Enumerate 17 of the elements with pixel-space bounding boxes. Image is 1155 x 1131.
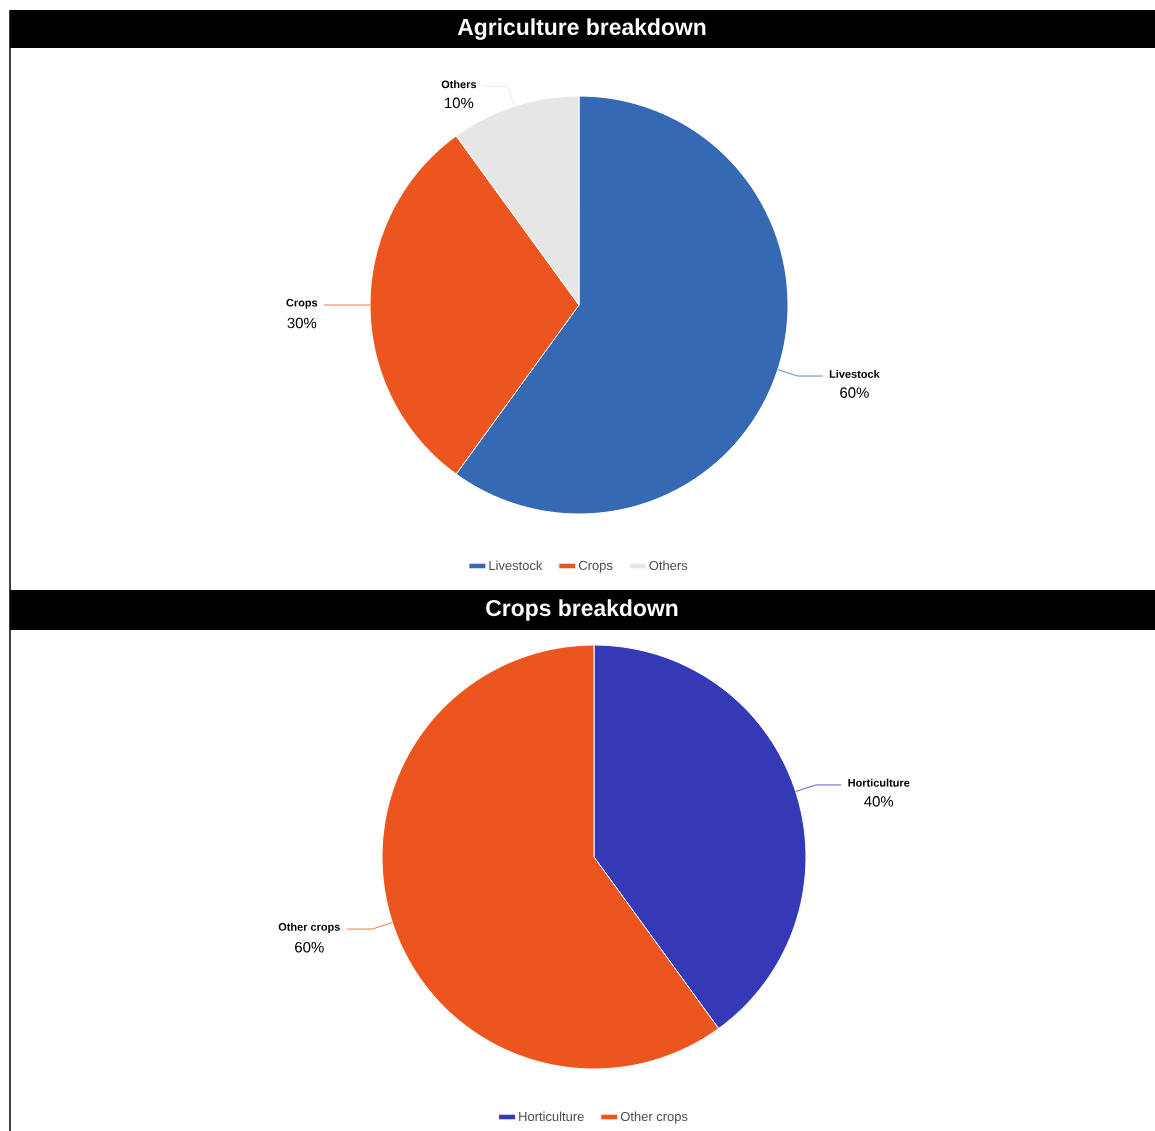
legend-label: Others [649, 560, 688, 571]
chart-title: Agriculture breakdown [457, 18, 706, 40]
chart-title: Crops breakdown [486, 599, 678, 621]
data-label: 30% [287, 317, 317, 329]
legend-label: Other crops [620, 1111, 688, 1124]
data-label: 10% [445, 97, 474, 109]
slice-label: Others [441, 80, 477, 89]
data-label: 60% [295, 941, 324, 953]
slice-label: Livestock [829, 369, 880, 378]
slice-label: Crops [286, 298, 318, 309]
legend-label: Crops [578, 560, 613, 573]
data-label: 60% [840, 387, 869, 398]
slice-label: Horticulture [848, 778, 910, 787]
slice-label: Other crops [278, 922, 340, 933]
data-label: 40% [864, 796, 894, 807]
legend-label: Livestock [489, 560, 543, 571]
legend-label: Horticulture [519, 1111, 584, 1122]
